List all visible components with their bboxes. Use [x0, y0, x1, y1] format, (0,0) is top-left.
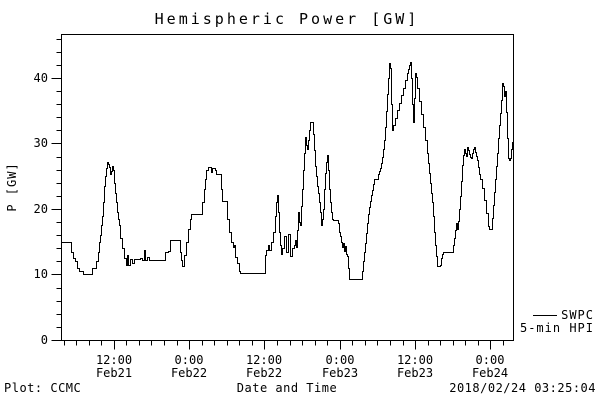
x-tick-date-label: Feb22	[246, 366, 282, 380]
x-tick-date-label: Feb21	[96, 366, 132, 380]
plot-credit: Plot: CCMC	[4, 381, 82, 395]
y-tick-label: 10	[34, 267, 48, 281]
x-tick-time-label: 12:00	[246, 353, 282, 367]
x-tick-time-label: 0:00	[476, 353, 505, 367]
x-tick-date-label: Feb22	[171, 366, 207, 380]
plot-timestamp: 2018/02/24 03:25:04	[449, 381, 596, 395]
chart-title: Hemispheric Power [GW]	[154, 10, 420, 28]
x-tick-time-label: 0:00	[326, 353, 355, 367]
y-tick-label: 0	[41, 333, 48, 347]
x-tick-time-label: 0:00	[175, 353, 204, 367]
x-tick-time-label: 12:00	[96, 353, 132, 367]
legend-series-name: SWPC	[561, 308, 594, 322]
hpi-data-line	[61, 62, 514, 280]
y-tick-label: 20	[34, 202, 48, 216]
x-tick-date-label: Feb23	[397, 366, 433, 380]
axes-frame	[61, 34, 514, 341]
legend-line-sample	[533, 315, 557, 316]
legend-series-desc: 5-min HPI	[519, 321, 594, 335]
y-tick-label: 40	[34, 71, 48, 85]
x-tick-time-label: 12:00	[397, 353, 433, 367]
y-tick-label: 30	[34, 136, 48, 150]
x-tick-date-label: Feb23	[322, 366, 358, 380]
x-tick-date-label: Feb24	[472, 366, 508, 380]
y-axis-title: P [GW]	[5, 162, 19, 211]
x-axis-title: Date and Time	[236, 381, 338, 395]
